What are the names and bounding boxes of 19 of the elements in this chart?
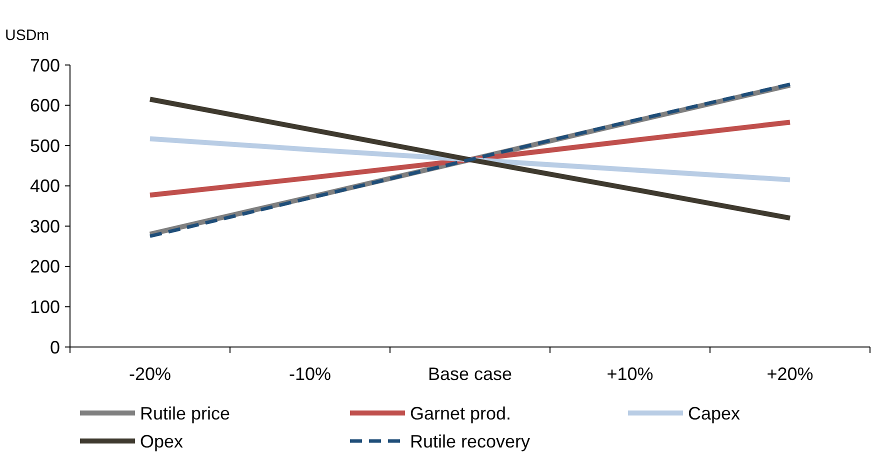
- y-tick-label: 300: [30, 216, 60, 236]
- x-tick-label: -20%: [128, 364, 172, 384]
- x-tick-label: +20%: [766, 364, 814, 384]
- x-tick-label: +10%: [606, 364, 654, 384]
- y-tick-label: 100: [30, 297, 60, 318]
- legend-label: Opex: [140, 431, 184, 452]
- y-tick-label: 400: [30, 176, 60, 196]
- y-tick-label: 0: [50, 337, 60, 358]
- legend-label: Garnet prod.: [410, 403, 512, 424]
- legend-label: Rutile price: [140, 403, 230, 424]
- y-tick-label: 700: [30, 55, 60, 76]
- y-tick-label: 600: [30, 96, 60, 116]
- legend-label: Rutile recovery: [410, 431, 530, 452]
- y-tick-label: 200: [30, 256, 60, 277]
- y-tick-label: 500: [30, 136, 60, 156]
- y-axis-title: USDm: [5, 27, 50, 44]
- legend-label: Capex: [688, 403, 740, 424]
- x-tick-label: Base case: [428, 364, 512, 384]
- x-tick-label: -10%: [288, 364, 332, 384]
